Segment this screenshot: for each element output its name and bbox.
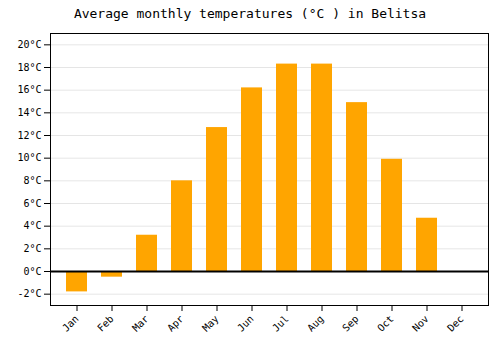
svg-text:14°C: 14°C	[17, 107, 41, 118]
svg-text:May: May	[200, 313, 221, 334]
svg-text:4°C: 4°C	[23, 220, 41, 231]
svg-text:10°C: 10°C	[17, 152, 41, 163]
svg-text:Jun: Jun	[235, 313, 256, 334]
svg-text:Apr: Apr	[165, 313, 186, 334]
svg-text:Mar: Mar	[130, 313, 151, 334]
svg-text:2°C: 2°C	[23, 243, 41, 254]
svg-text:Sep: Sep	[340, 313, 361, 334]
svg-text:Jan: Jan	[60, 313, 81, 334]
svg-text:0°C: 0°C	[23, 266, 41, 277]
svg-text:Jul: Jul	[270, 313, 291, 334]
svg-text:6°C: 6°C	[23, 198, 41, 209]
svg-text:8°C: 8°C	[23, 175, 41, 186]
svg-text:18°C: 18°C	[17, 62, 41, 73]
svg-text:Oct: Oct	[375, 313, 396, 334]
svg-text:Dec: Dec	[445, 313, 466, 334]
html-text:Average monthly temperatures (: Average monthly temperatures (°C ) in Be…	[73, 6, 427, 21]
svg-text:-2°C: -2°C	[17, 288, 41, 299]
svg-text:16°C: 16°C	[17, 84, 41, 95]
svg-text:12°C: 12°C	[17, 130, 41, 141]
svg-text:Feb: Feb	[95, 313, 116, 334]
svg-text:20°C: 20°C	[17, 39, 41, 50]
svg-text:Nov: Nov	[410, 313, 431, 334]
svg-text:Aug: Aug	[305, 313, 326, 334]
